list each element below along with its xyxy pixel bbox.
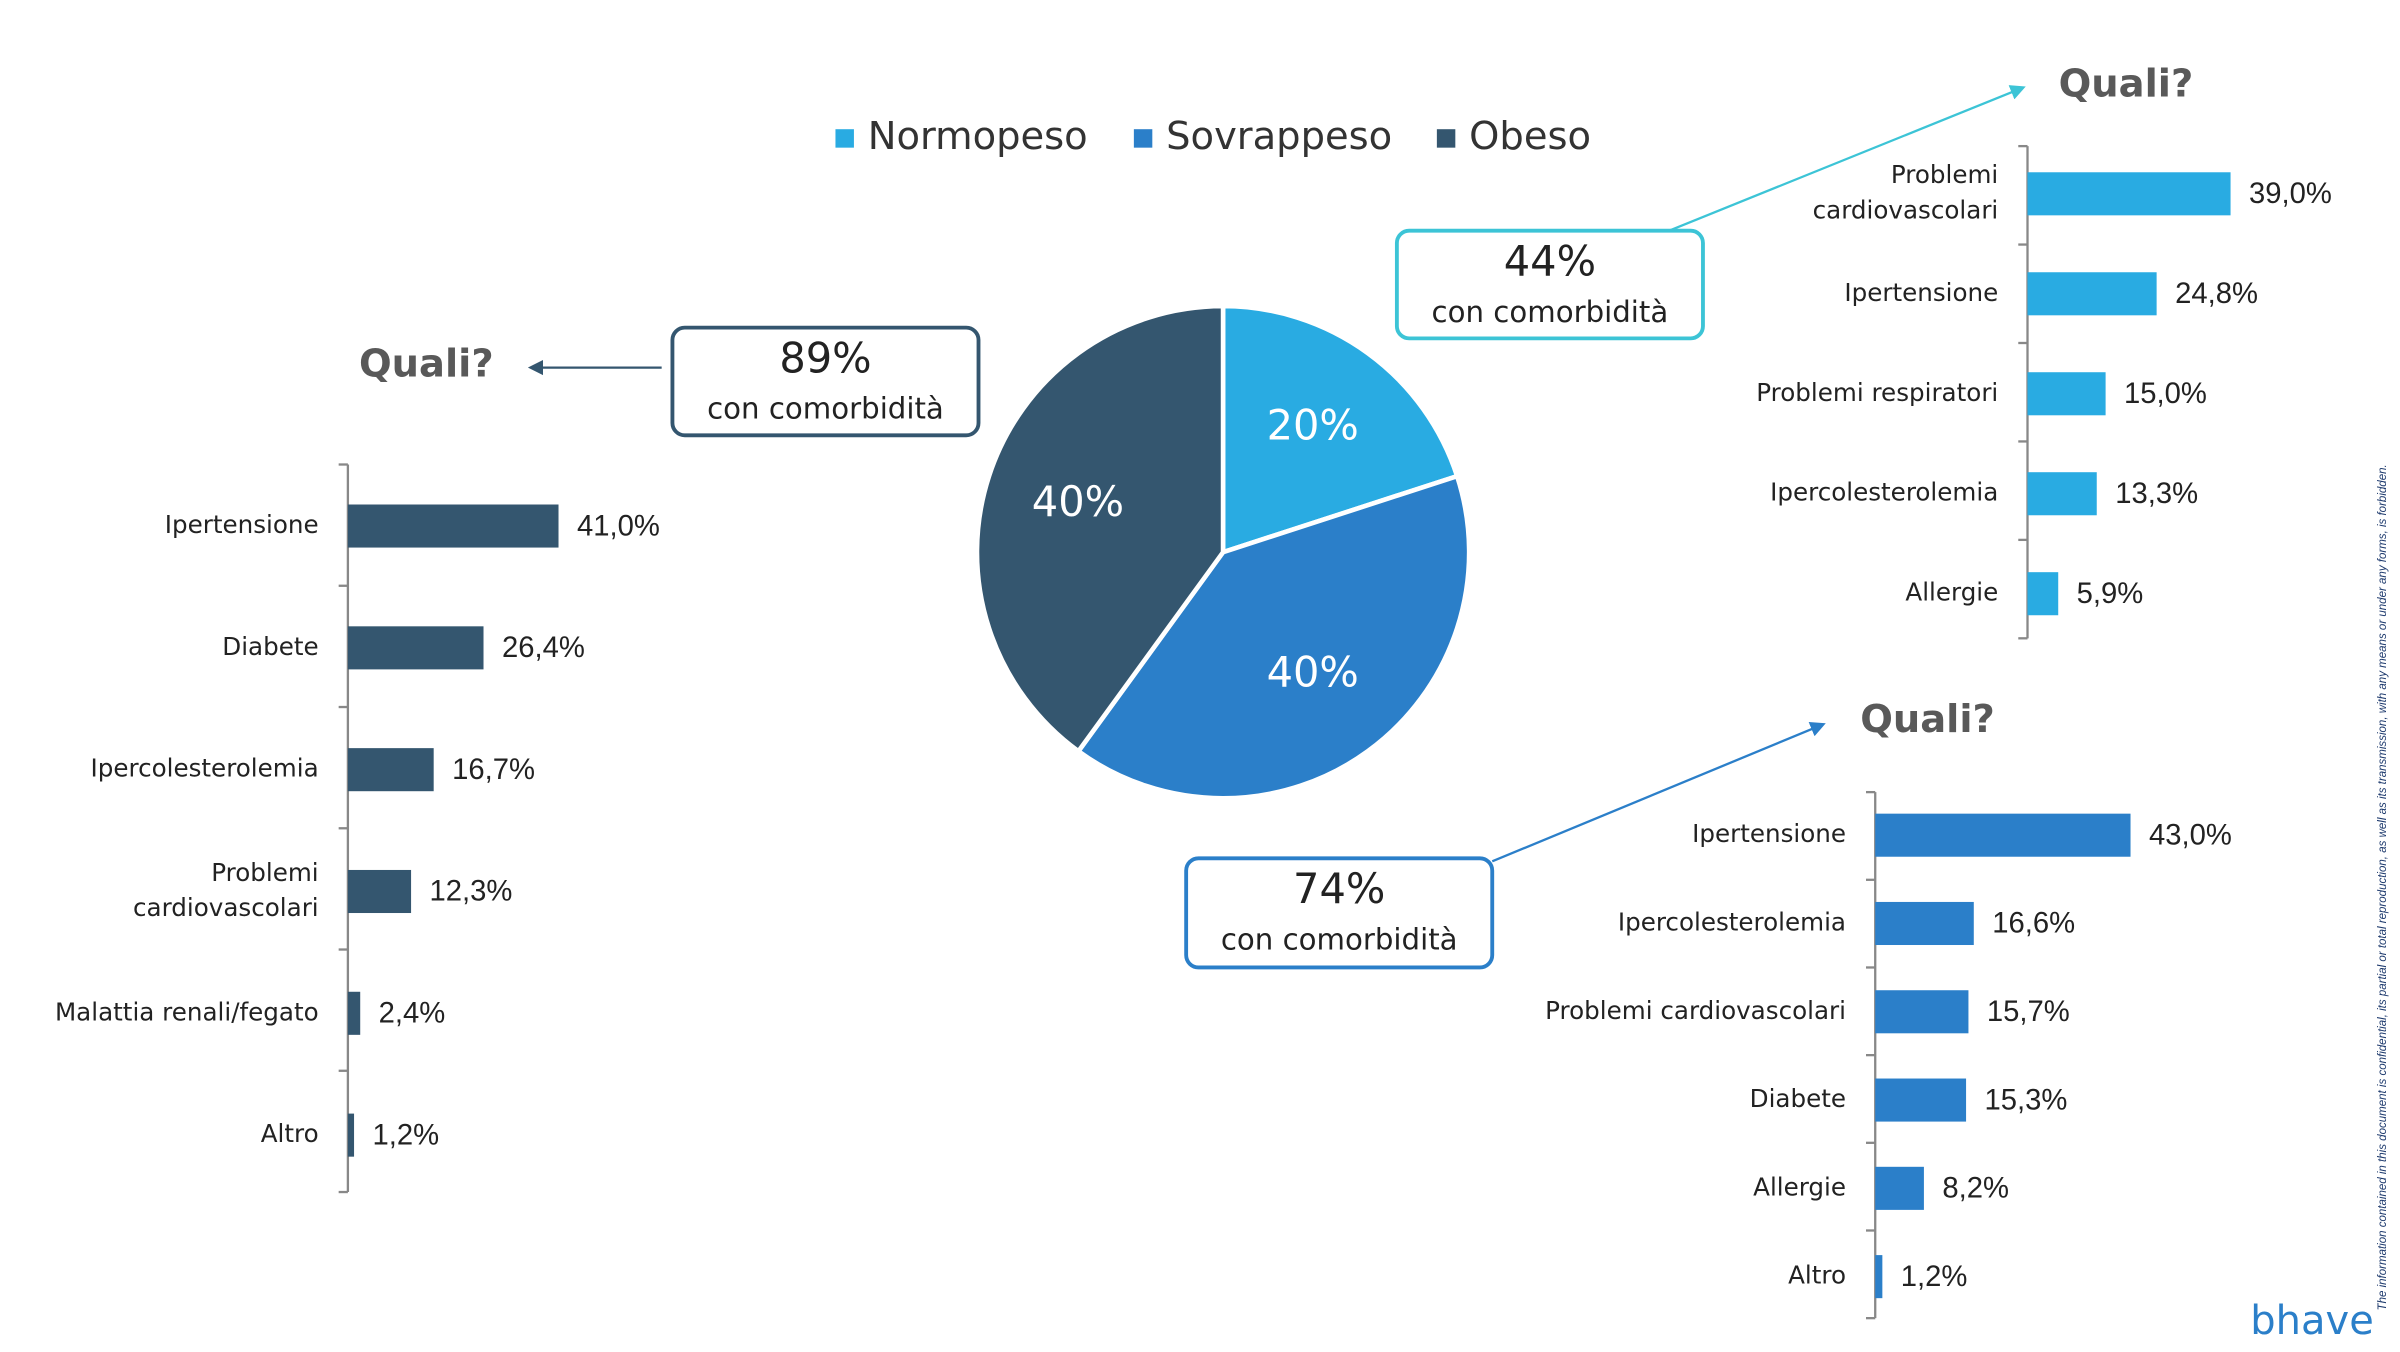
bar (1875, 1078, 1967, 1122)
category-label: Altro (261, 1119, 319, 1148)
pie-label: 20% (1267, 401, 1359, 450)
category-label: Ipercolesterolemia (1618, 907, 1846, 936)
bar-value: 5,9% (2077, 578, 2144, 610)
pie-slice (974, 303, 1226, 755)
legend-label: Obeso (1469, 114, 1591, 159)
bar-value: 16,7% (452, 754, 535, 786)
bar (1875, 813, 2131, 857)
pie-label: 40% (1267, 648, 1359, 697)
category-label: Ipertensione (1844, 278, 1998, 307)
category-label: Allergie (1753, 1172, 1846, 1201)
category-label: Ipercolesterolemia (91, 754, 319, 783)
category-label: Problemi cardiovascolari (1545, 996, 1846, 1025)
legend-swatch (1436, 129, 1456, 148)
bar-value: 1,2% (1901, 1261, 1968, 1293)
bar (347, 748, 434, 792)
bar-value: 39,0% (2249, 178, 2332, 210)
category-label: Diabete (222, 632, 318, 661)
bar-value: 26,4% (502, 632, 585, 664)
bar (2027, 572, 2059, 616)
legend-swatch (1133, 129, 1153, 148)
annotation-value: 44% (1504, 237, 1596, 286)
logo: bhave (2250, 1298, 2374, 1344)
pie-slice (1220, 303, 1461, 556)
category-label: Ipercolesterolemia (1770, 478, 1998, 507)
category-label: Altro (1788, 1261, 1846, 1290)
category-label: Ipertensione (1692, 819, 1846, 848)
bar-value: 8,2% (1942, 1173, 2009, 1205)
bar (2027, 272, 2157, 316)
annotation-value: 74% (1293, 864, 1385, 913)
category-label: Problemi respiratori (1756, 378, 1998, 407)
category-label: Ipertensione (165, 510, 319, 539)
bar (2027, 472, 2097, 516)
bar (2027, 172, 2231, 216)
bar (347, 626, 484, 670)
bar-value: 41,0% (577, 510, 660, 542)
legend-label: Sovrappeso (1166, 114, 1392, 159)
bar (347, 504, 559, 548)
bar-value: 15,0% (2124, 378, 2207, 410)
bar-value: 16,6% (1992, 908, 2075, 940)
chart-title: Quali? (1860, 697, 1995, 742)
category-label: Problemi cardiovascolari (133, 858, 319, 922)
chart-title: Quali? (359, 342, 494, 387)
category-label: Allergie (1905, 578, 1998, 607)
arrow (1668, 85, 2026, 232)
category-label: Diabete (1750, 1084, 1846, 1113)
bar (2027, 372, 2106, 416)
annotation-text: con comorbidità (1432, 295, 1669, 329)
chart-title: Quali? (2059, 62, 2194, 107)
pie-slice (1075, 473, 1472, 801)
disclaimer: The information contained in this docume… (2377, 464, 2389, 1310)
category-label: Problemi cardiovascolari (1813, 160, 1999, 224)
bar-value: 12,3% (430, 876, 513, 908)
bar (347, 1113, 355, 1157)
annotation-value: 89% (779, 333, 871, 382)
arrow (1491, 722, 1826, 863)
annotation-text: con comorbidità (707, 392, 944, 426)
bar-value: 1,2% (373, 1119, 440, 1151)
bar-value: 2,4% (379, 998, 446, 1030)
bar-value: 43,0% (2149, 819, 2232, 851)
bar-value: 24,8% (2175, 278, 2258, 310)
annotation-box (1394, 228, 1705, 341)
bar (1875, 990, 1969, 1034)
bar (1875, 1166, 1924, 1210)
annotation-text: con comorbidità (1221, 922, 1458, 956)
category-label: Malattia renali/fegato (55, 997, 319, 1026)
annotation-box (670, 325, 981, 438)
bar-value: 15,7% (1987, 996, 2070, 1028)
bar-value: 15,3% (1985, 1084, 2068, 1116)
legend-label: Normopeso (868, 114, 1088, 159)
annotation-box (1184, 856, 1495, 970)
pie-label: 40% (1032, 477, 1124, 526)
bar (1875, 901, 1974, 946)
bar (347, 869, 412, 914)
legend-swatch (835, 129, 854, 148)
bar (347, 991, 361, 1035)
bar (1875, 1255, 1883, 1299)
bar-value: 13,3% (2115, 478, 2198, 510)
